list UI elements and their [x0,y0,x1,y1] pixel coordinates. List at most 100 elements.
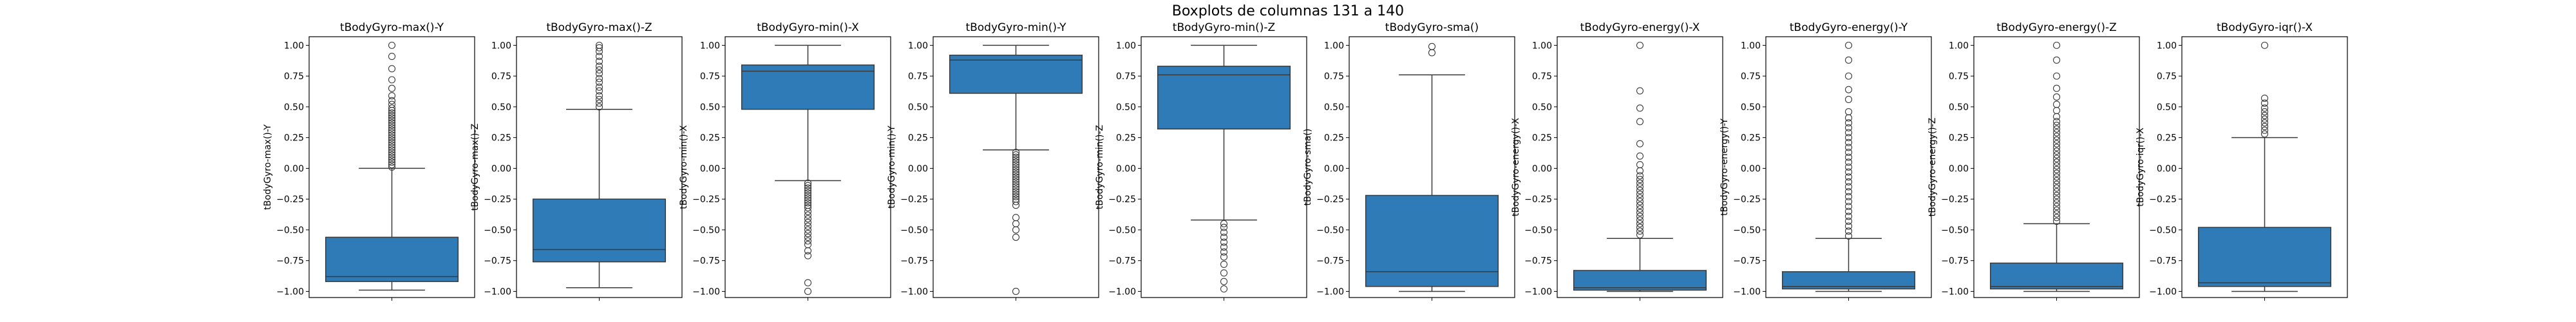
outlier-point [1012,220,1020,227]
outlier-point [595,92,603,100]
outlier-point [2052,151,2061,158]
outlier-point [1636,227,1644,235]
outlier-point [1844,153,1853,161]
outlier-point [1636,198,1644,205]
outlier-point [2052,107,2061,115]
panel-title: tBodyGyro-max()-Y [340,21,444,34]
iqr-box [1157,66,1291,130]
outlier-point [1636,194,1644,202]
outlier-point [388,136,396,144]
panel-title: tBodyGyro-iqr()-X [2217,21,2313,34]
panel-title: tBodyGyro-min()-Z [1173,21,1275,34]
outlier-point [1220,238,1228,246]
y-tick-label: 0.75 [284,71,304,82]
outlier-point [1844,178,1853,185]
outlier-point [1012,193,1020,200]
outlier-point [2052,72,2061,80]
outlier-point [388,111,396,119]
iqr-box [532,198,667,263]
outlier-point [2260,108,2269,116]
outlier-point [804,182,812,189]
outlier-point [804,204,812,212]
outlier-point [2052,218,2061,225]
outlier-point [2052,144,2061,151]
outlier-point [388,126,396,134]
y-axis-label: tBodyGyro-max()-Y [263,124,273,210]
y-tick-label: 1.00 [491,41,511,51]
y-tick-label: −1.00 [692,287,720,297]
outlier-point [1844,232,1853,240]
outlier-point [2052,176,2061,185]
outlier-point [1636,176,1644,184]
outlier-point [1844,222,1853,230]
outlier-point [1844,72,1853,80]
iqr-box [741,64,875,110]
y-tick-label: 0.75 [908,71,928,82]
y-tick-label: 0.00 [1741,164,1761,174]
outlier-point [1220,248,1228,256]
y-tick-label: −0.50 [484,225,511,236]
outlier-point [1844,198,1853,205]
outlier-point [1844,149,1853,156]
outlier-point [388,124,396,131]
outlier-point [2052,140,2061,147]
outlier-point [1220,253,1228,261]
iqr-box [2197,227,2332,287]
outlier-point [1012,188,1020,196]
iqr-box [1365,194,1499,287]
outlier-point [2052,214,2061,222]
outlier-point [1636,205,1644,213]
y-tick-label: 0.00 [700,164,720,174]
outlier-point [804,189,812,197]
outlier-point [1636,216,1644,224]
outlier-point [1012,156,1020,164]
y-axis-label: tBodyGyro-min()-X [679,125,689,209]
outlier-point [1636,118,1644,126]
outlier-point [1220,220,1228,227]
outlier-point [388,121,396,129]
y-tick-label: −0.25 [276,194,304,205]
boxplot-panel: tBodyGyro-sma() tBodyGyro-sma() 1.00 0.75 0.… [1303,21,1515,301]
y-tick-label: 0.50 [491,102,511,113]
panel-title: tBodyGyro-energy()-Y [1790,21,1908,34]
outlier-point [388,161,396,169]
outlier-point [1844,41,1853,49]
outlier-point [804,233,812,241]
outlier-point [2052,56,2061,64]
y-tick-label: −1.00 [276,287,304,297]
y-tick-label: 0.75 [1949,71,1969,82]
outlier-point [595,79,603,86]
y-tick-label: 0.00 [1949,164,1969,174]
outlier-point [2260,104,2269,112]
boxplot-panel: tBodyGyro-energy()-Z tBodyGyro-energy()-Z… [1927,21,2140,301]
outlier-point [595,70,603,77]
outlier-point [1636,202,1644,209]
outlier-point [1220,233,1228,241]
outlier-point [1012,185,1020,193]
outlier-point [804,237,812,245]
y-tick-label: 0.25 [2157,133,2177,144]
outlier-point [1012,153,1020,161]
outlier-point [1844,86,1853,93]
panel-title: tBodyGyro-energy()-X [1580,21,1700,34]
outlier-point [2052,188,2061,196]
y-axis-label: tBodyGyro-energy()-Y [1719,118,1730,216]
outlier-point [1844,227,1853,235]
outlier-point [388,163,396,171]
y-tick-label: 1.00 [1741,41,1761,51]
y-tick-label: 0.25 [908,133,928,144]
outlier-point [804,241,812,249]
y-tick-label: −0.75 [2149,256,2177,267]
y-tick-label: 0.50 [700,102,720,113]
outlier-point [388,84,396,92]
outlier-point [1844,188,1853,196]
y-axis-label: tBodyGyro-min()-Z [1095,125,1105,209]
outlier-point [1220,278,1228,285]
outlier-point [2052,84,2061,92]
y-tick-label: 1.00 [2157,41,2177,51]
y-tick-label: 0.50 [1741,102,1761,113]
iqr-box [325,236,459,282]
outlier-point [388,65,396,73]
y-tick-label: −0.50 [276,225,304,236]
outlier-point [804,187,812,194]
